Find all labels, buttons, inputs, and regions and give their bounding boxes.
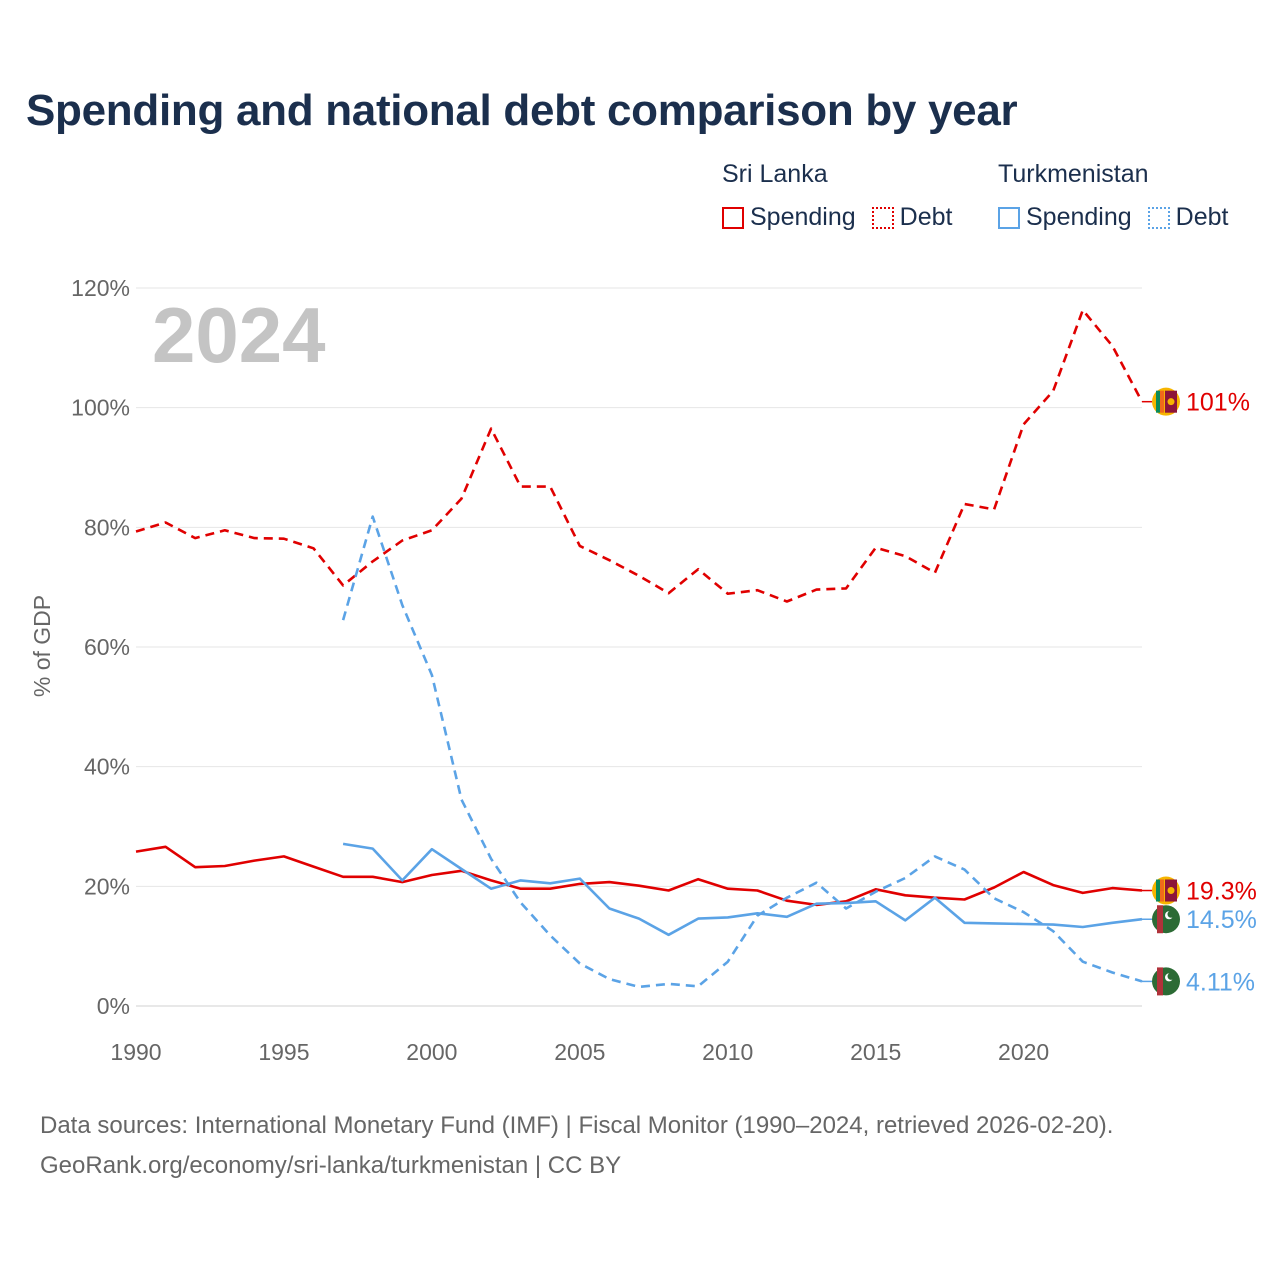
- legend-item-sri-lanka-debt[interactable]: Debt: [871, 203, 953, 232]
- legend-label: Debt: [899, 203, 953, 231]
- turkmenistan-spending-line: [342, 842, 1143, 937]
- line-chart: 0% 20% 40% 60% 80% 100% 120% 1990 1995 2000 2005 2…: [29, 275, 1257, 1065]
- turkmenistan-debt-end-label: 4.11%: [1186, 968, 1255, 996]
- end-markers: 101% 19.3%14.5% 4.11%: [1142, 387, 1257, 996]
- x-tick-label: 1995: [258, 1039, 309, 1065]
- legend-label: Spending: [750, 203, 856, 231]
- turkmenistan-debt-line: [341, 515, 1143, 989]
- legend-group-name: Turkmenistan: [998, 160, 1149, 188]
- legend-group-sri-lanka: Sri Lanka Spending Debt: [722, 160, 968, 232]
- legend-label: Debt: [1175, 203, 1229, 231]
- y-tick-label: 120%: [71, 275, 130, 301]
- y-tick-label: 100%: [71, 395, 130, 421]
- sri-lanka-debt-end-label: 101%: [1186, 389, 1250, 417]
- footer: Data sources: International Monetary Fun…: [40, 1106, 1113, 1186]
- sri-lanka-flag-icon: [1152, 876, 1180, 905]
- y-tick-label: 20%: [84, 873, 130, 899]
- y-axis-label: % of GDP: [29, 595, 55, 697]
- legend-label: Spending: [1026, 203, 1132, 231]
- gridlines: [136, 287, 1142, 1007]
- y-tick-label: 60%: [84, 634, 130, 660]
- sri-lanka-spending-line: [135, 845, 1143, 907]
- sri-lanka-flag-icon: [1152, 387, 1180, 416]
- legend-item-turkmenistan-debt[interactable]: Debt: [1147, 203, 1229, 232]
- sri-lanka-spending-end-label: 19.3%: [1186, 878, 1257, 906]
- attribution-link[interactable]: GeoRank.org/economy/sri-lanka/turkmenist…: [40, 1152, 622, 1179]
- x-tick-label: 2010: [702, 1039, 753, 1065]
- legend-item-sri-lanka-spending[interactable]: Spending: [722, 203, 856, 232]
- dotted-line-swatch-icon: [1147, 206, 1170, 229]
- turkmenistan-flag-icon: [1152, 967, 1180, 996]
- x-tick-label: 1990: [110, 1039, 161, 1065]
- turkmenistan-spending-end-label: 14.5%: [1186, 906, 1257, 934]
- legend-group-name: Sri Lanka: [722, 160, 828, 188]
- x-tick-label: 2015: [850, 1039, 901, 1065]
- x-axis-ticks: 1990 1995 2000 2005 2010 2015 2020: [110, 1039, 1049, 1065]
- x-tick-label: 2000: [406, 1039, 457, 1065]
- y-tick-label: 40%: [84, 754, 130, 780]
- chart-title: Spending and national debt comparison by…: [26, 86, 1018, 135]
- x-tick-label: 2020: [998, 1039, 1049, 1065]
- year-watermark: 2024: [152, 291, 326, 379]
- solid-line-swatch-icon: [722, 206, 744, 229]
- y-tick-label: 0%: [97, 993, 130, 1019]
- legend-group-turkmenistan: Turkmenistan Spending Debt: [998, 160, 1228, 232]
- turkmenistan-flag-icon: [1152, 905, 1180, 934]
- dotted-line-swatch-icon: [871, 206, 894, 229]
- solid-line-swatch-icon: [998, 206, 1020, 229]
- series-lines: [135, 308, 1144, 989]
- data-source-text: Data sources: International Monetary Fun…: [40, 1112, 1114, 1139]
- x-tick-label: 2005: [554, 1039, 605, 1065]
- y-tick-label: 80%: [84, 514, 130, 540]
- legend-item-turkmenistan-spending[interactable]: Spending: [998, 203, 1132, 232]
- y-axis-ticks: 0% 20% 40% 60% 80% 100% 120%: [71, 275, 130, 1019]
